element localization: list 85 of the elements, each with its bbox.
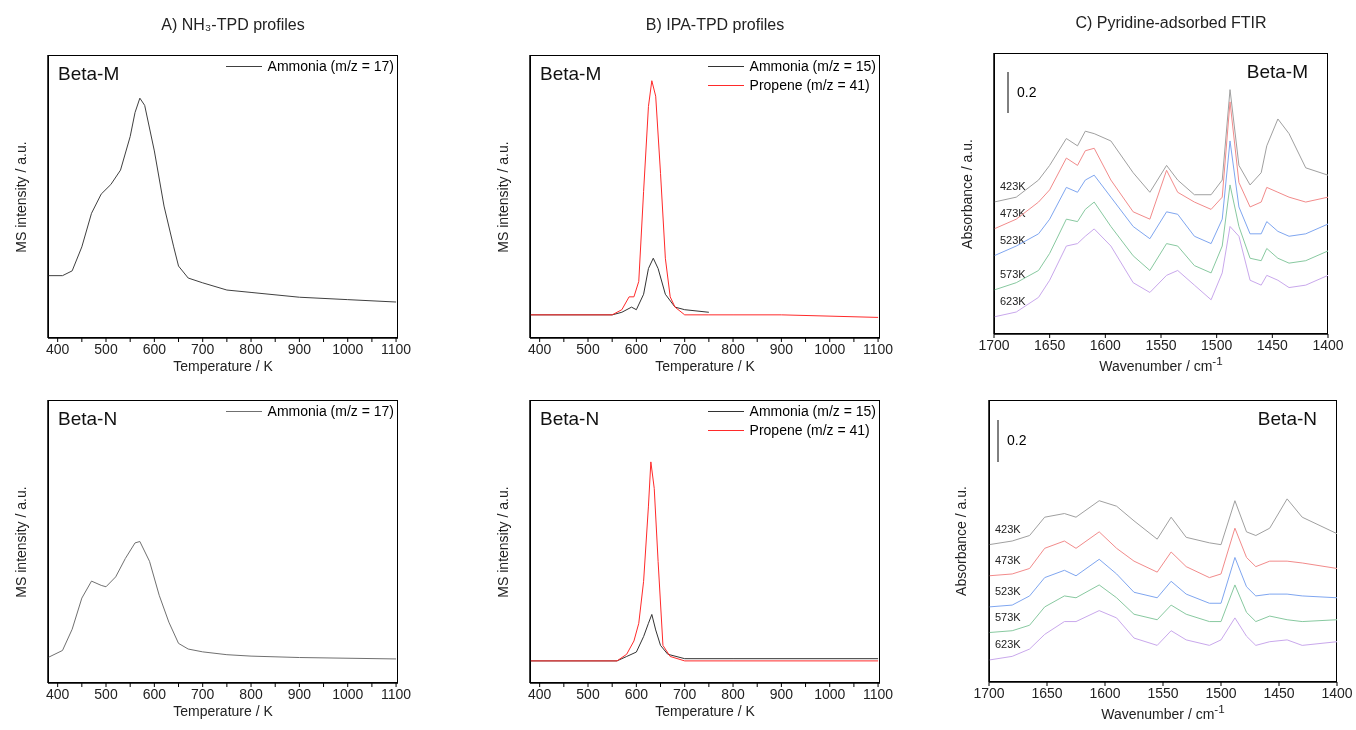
legend-label: Propene (m/z = 41) [749,421,870,440]
text: Beta-M [1246,61,1308,83]
legend-label: Ammonia (m/z = 15) [749,402,876,421]
x-tick-label: 1000 [814,685,846,702]
chart-title: A) NH₃-TPD profiles [160,15,306,35]
x-tick-label: 600 [142,685,167,702]
text: Beta-N [58,408,118,430]
x-tick-label: 1500 [1205,684,1237,701]
x-tick-label: 500 [94,340,118,357]
series-label: 523K [995,584,1021,597]
y-axis-title: Absorbance / a.u. [958,137,975,251]
x-tick-label: 1400 [1312,336,1344,353]
x-axis-title: Wavenumber / cm$^{-1}$ [1098,354,1224,374]
legend-label: Ammonia (m/z = 17) [267,402,394,421]
x-tick-label: 400 [527,340,552,357]
x-axis-title: Temperature / K [172,358,274,374]
y-axis-title: MS intensity / a.u. [494,484,512,600]
x-tick-label: 1550 [1147,684,1179,701]
x-tick-label: 600 [624,340,649,357]
series-label: 523K [1000,233,1026,246]
x-tick-label: 1700 [973,684,1005,701]
text: Beta-N [540,408,600,430]
x-tick-label: 1000 [332,685,364,702]
x-axis-title: Temperature / K [172,703,274,719]
x-tick-label: 900 [769,685,794,702]
legend-label: Propene (m/z = 41) [749,76,870,95]
x-tick-label: 1600 [1089,336,1122,353]
series-label: 473K [1000,206,1026,219]
x-tick-label: 500 [94,685,118,702]
series-label: 623K [995,638,1021,651]
legend-label: Ammonia (m/z = 17) [267,57,394,76]
x-tick-label: 1400 [1321,684,1353,701]
chart-title: C) Pyridine-adsorbed FTIR [1074,13,1268,33]
x-tick-label: 1500 [1201,336,1233,353]
x-tick-label: 500 [576,685,600,702]
x-axis-title: Wavenumber / cm$^{-1}$ [1100,702,1226,722]
x-tick-label: 700 [191,340,215,357]
series-label: 473K [995,553,1021,566]
x-tick-label: 800 [721,340,745,357]
series-label: 623K [1000,294,1026,307]
annotation: Beta-M [540,63,602,85]
x-tick-label: 800 [721,685,745,702]
x-tick-label: 600 [142,340,167,357]
x-tick-label: 800 [239,685,263,702]
x-tick-label: 900 [287,340,312,357]
text: Beta-N [1257,408,1317,430]
annotation: 0.2 [1017,83,1037,100]
series-label: 423K [995,522,1021,535]
series-label: 423K [1000,180,1026,193]
x-tick-label: 1650 [1031,684,1063,701]
x-tick-label: 1550 [1145,336,1177,353]
x-tick-label: 700 [191,685,215,702]
text: 0.2 [1007,432,1027,448]
x-tick-label: 1100 [863,340,894,357]
x-tick-label: 1700 [978,336,1010,353]
x-tick-label: 700 [673,340,697,357]
y-axis-title: MS intensity / a.u. [12,484,30,600]
x-tick-label: 900 [287,685,312,702]
x-tick-label: 1450 [1256,336,1289,353]
x-axis-title: Temperature / K [654,703,756,719]
x-tick-label: 800 [239,340,263,357]
x-tick-label: 1100 [863,685,894,702]
legend-label: Ammonia (m/z = 15) [749,57,876,76]
x-tick-label: 1600 [1089,684,1121,701]
x-tick-label: 400 [45,685,70,702]
x-tick-label: 400 [527,685,552,702]
x-tick-label: 600 [624,685,649,702]
x-tick-label: 900 [769,340,794,357]
x-tick-label: 1100 [381,685,412,702]
x-tick-label: 1100 [381,340,412,357]
x-tick-label: 500 [576,340,600,357]
series-label: 573K [995,610,1021,623]
text: Beta-M [58,63,120,85]
x-tick-label: 1450 [1263,684,1295,701]
x-tick-label: 1000 [332,340,364,357]
x-tick-label: 400 [45,340,70,357]
x-tick-label: 1000 [814,340,846,357]
y-axis-title: Absorbance / a.u. [953,485,970,598]
x-axis-title: Temperature / K [654,358,756,374]
series-label: 573K [1000,268,1026,281]
y-axis-title: MS intensity / a.u. [12,139,30,255]
chart-title: B) IPA-TPD profiles [644,15,786,35]
y-axis-title: MS intensity / a.u. [494,139,512,255]
x-tick-label: 700 [673,685,697,702]
x-tick-label: 1650 [1034,336,1066,353]
